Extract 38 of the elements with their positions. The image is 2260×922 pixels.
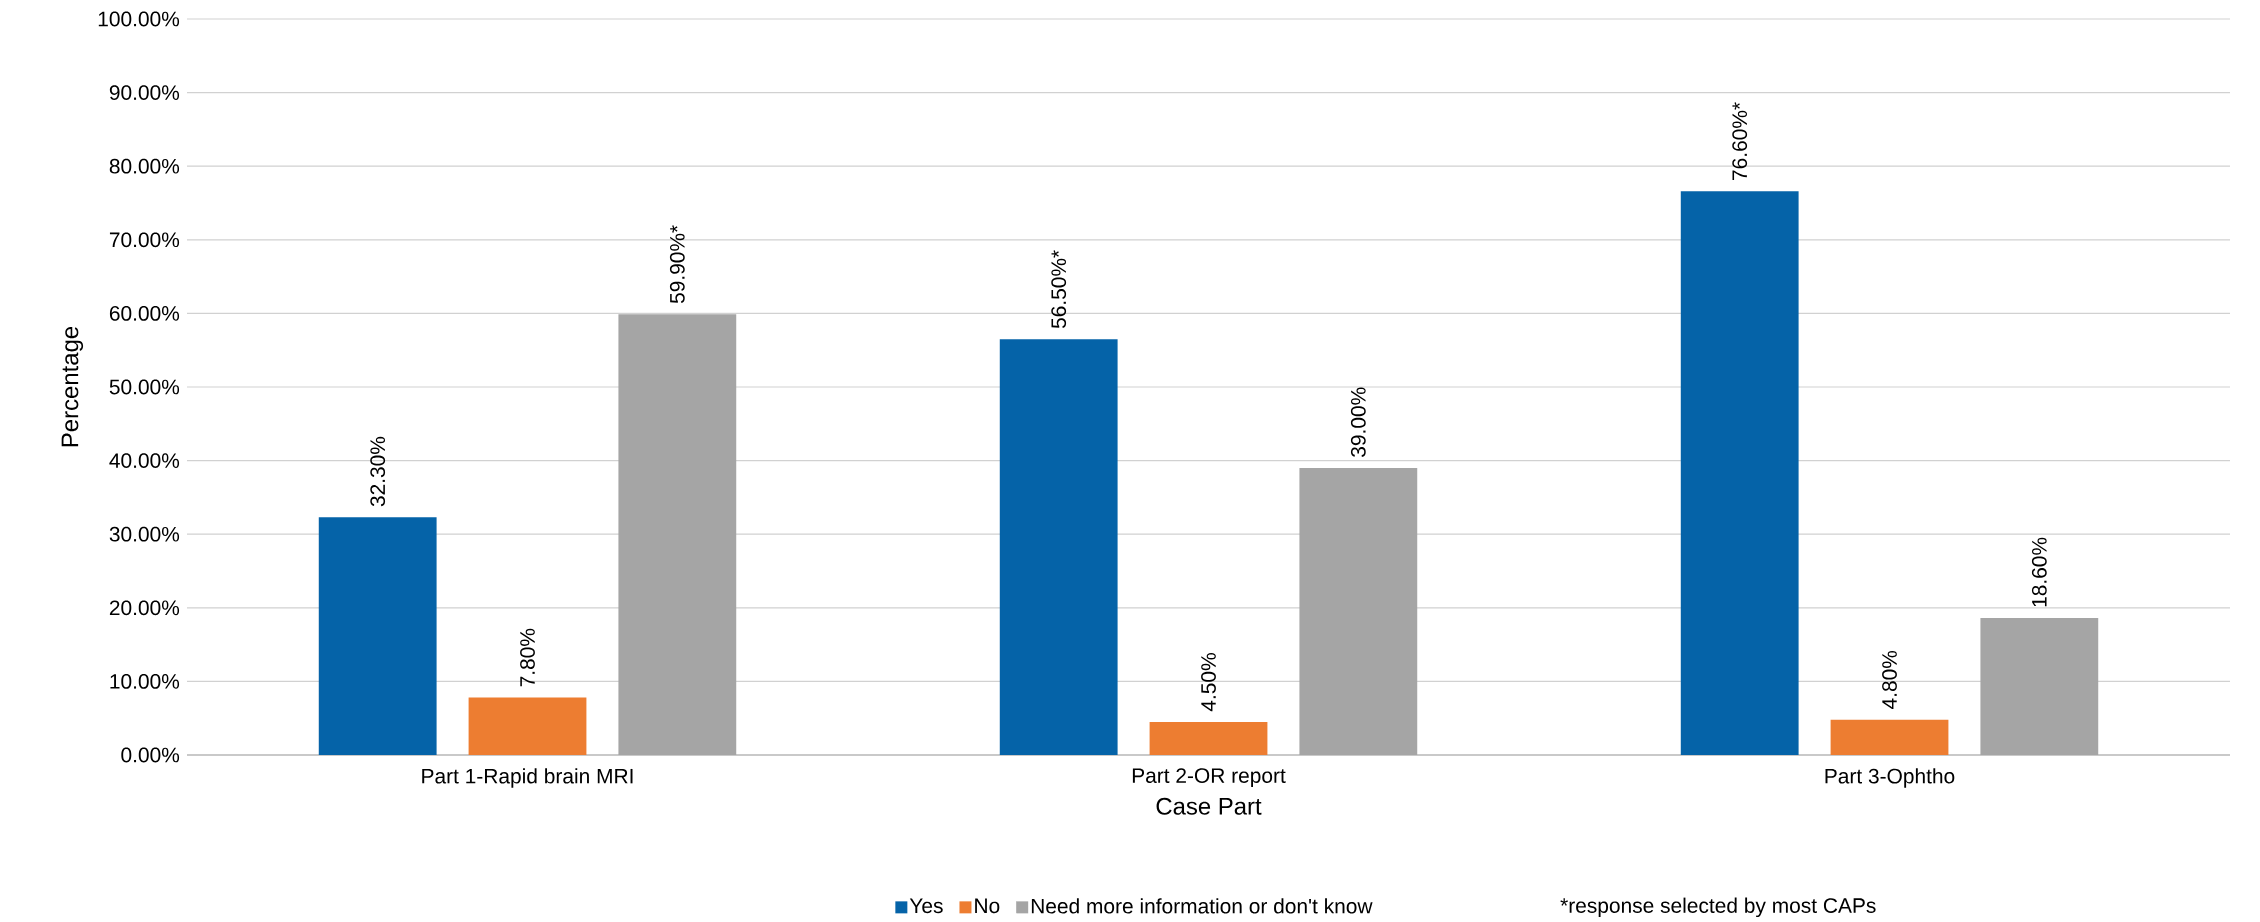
y-tick-label: 70.00% — [109, 232, 180, 248]
y-tick-label: 60.00% — [109, 305, 180, 321]
bar — [1680, 191, 1799, 755]
data-label: 4.50% — [1201, 653, 1216, 712]
legend-label: No — [975, 898, 1000, 914]
text: *response selected by most CAPs — [1560, 897, 1876, 918]
x-tick-label: Part 2-OR report — [1132, 768, 1286, 788]
x-axis-title: Case Part — [1156, 797, 1262, 815]
y-tick-label: 20.00% — [109, 600, 180, 616]
y-tick-label: 90.00% — [109, 85, 180, 100]
bar — [1149, 721, 1268, 755]
data-label: 59.90%* — [669, 225, 685, 304]
data-label: 76.60%* — [1732, 102, 1748, 180]
y-axis-title: Percentage — [61, 326, 84, 447]
legend-label: Yes — [909, 898, 943, 914]
data-label: 39.00% — [1350, 387, 1366, 457]
bar — [618, 314, 737, 755]
bar — [999, 339, 1118, 755]
bar — [1980, 618, 2099, 755]
x-tick-label: Part 3-Ophtho — [1825, 768, 1955, 788]
y-tick-label: 80.00% — [109, 158, 180, 174]
data-label: 18.60% — [2031, 537, 2047, 607]
y-tick-label: 30.00% — [109, 526, 180, 542]
x-tick-label: Part 1-Rapid brain MRI — [422, 768, 633, 788]
y-tick-label: 0.00% — [121, 747, 180, 763]
data-label: 4.80% — [1882, 650, 1897, 709]
legend-label: Need more information or don't know — [1031, 898, 1373, 914]
bar — [1299, 467, 1418, 755]
y-tick-label: 40.00% — [109, 453, 180, 468]
bar — [318, 517, 437, 755]
data-label: 32.30% — [370, 436, 386, 507]
y-tick-label: 100.00% — [98, 11, 180, 27]
bar — [1830, 719, 1949, 755]
bar — [468, 697, 587, 755]
y-tick-label: 50.00% — [109, 379, 180, 395]
data-label: 7.80% — [520, 628, 535, 687]
y-tick-label: 10.00% — [110, 673, 180, 689]
data-label: 56.50%* — [1051, 250, 1067, 329]
